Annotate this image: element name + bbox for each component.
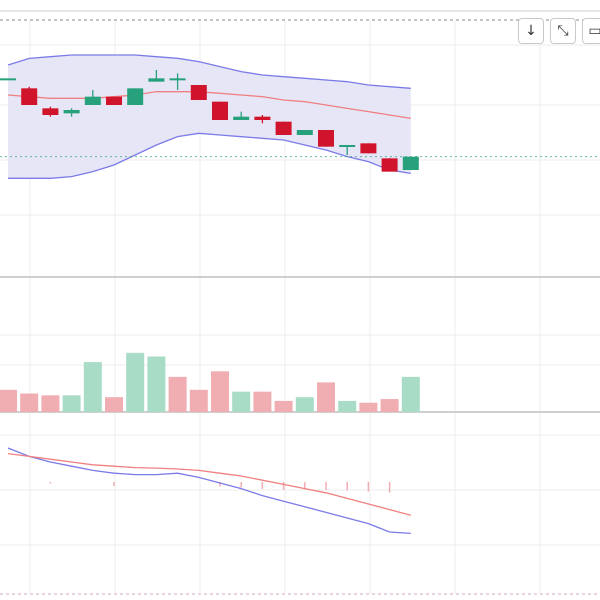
volume-bar bbox=[232, 391, 251, 412]
volume-bar bbox=[317, 382, 335, 412]
volume-bar bbox=[147, 356, 166, 412]
signal-line bbox=[7, 452, 411, 516]
volume-bar bbox=[295, 397, 314, 412]
candle-body bbox=[318, 130, 334, 147]
candle-body bbox=[402, 156, 419, 170]
download-button[interactable]: ↓ bbox=[518, 18, 544, 44]
candle-body bbox=[63, 110, 80, 114]
volume-bar bbox=[62, 395, 81, 412]
volume-bar bbox=[189, 389, 208, 412]
volume-bar bbox=[20, 393, 39, 412]
volume-bar bbox=[338, 400, 357, 412]
candle-body bbox=[212, 101, 228, 120]
chart-toolbar: ↓ ⤡ ▭ bbox=[518, 18, 600, 44]
candle-body bbox=[169, 78, 186, 81]
fullscreen-icon: ▭ bbox=[588, 23, 600, 39]
volume-bar bbox=[380, 399, 399, 412]
bollinger-middle-line bbox=[7, 91, 411, 119]
candle-body bbox=[0, 78, 16, 81]
volume-bar bbox=[253, 391, 272, 412]
volume-bar bbox=[105, 397, 123, 412]
candle-body bbox=[84, 96, 101, 105]
candle-body bbox=[360, 143, 377, 154]
bollinger-lower-line bbox=[8, 132, 411, 179]
candle-body bbox=[381, 158, 398, 172]
candle-body bbox=[190, 85, 207, 100]
bollinger-upper-line bbox=[7, 54, 411, 89]
candle-body bbox=[233, 116, 250, 120]
volume-bar bbox=[401, 376, 420, 412]
collapse-icon: ⤡ bbox=[557, 23, 569, 39]
candle-body bbox=[21, 88, 38, 105]
volume-bar bbox=[274, 400, 293, 412]
volume-bar bbox=[211, 371, 229, 412]
volume-bar bbox=[359, 402, 378, 412]
volume-bar bbox=[126, 352, 145, 412]
volume-bar bbox=[168, 376, 187, 412]
candle-body bbox=[42, 108, 59, 115]
volume-bar bbox=[83, 362, 102, 412]
download-icon: ↓ bbox=[525, 23, 537, 39]
candle-body bbox=[339, 145, 356, 147]
candle-body bbox=[296, 130, 313, 135]
candle-body bbox=[254, 116, 271, 120]
candle-body bbox=[148, 78, 165, 82]
candle-body bbox=[275, 121, 292, 135]
macd-line bbox=[7, 447, 411, 535]
volume-bar bbox=[0, 389, 17, 412]
bollinger-band-fill bbox=[8, 55, 411, 179]
fullscreen-button[interactable]: ▭ bbox=[582, 18, 600, 44]
collapse-button[interactable]: ⤡ bbox=[550, 18, 576, 44]
volume-bar bbox=[41, 395, 60, 412]
candle-body bbox=[106, 96, 122, 105]
candle-body bbox=[127, 88, 144, 105]
